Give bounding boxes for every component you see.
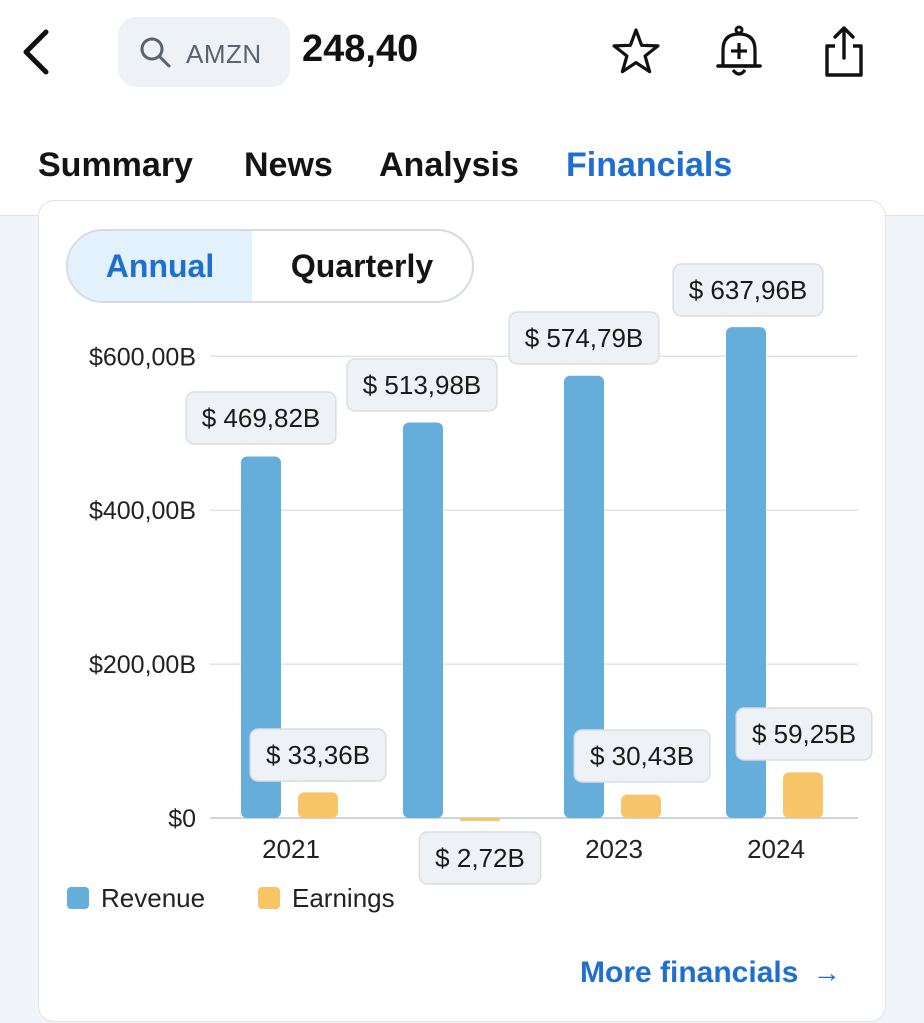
x-tick-label: 2021 <box>262 834 320 864</box>
earnings-bar <box>621 794 661 818</box>
data-label-box <box>735 707 873 761</box>
period-toggle: Annual Quarterly <box>66 229 474 303</box>
add-alert-icon[interactable] <box>713 24 765 80</box>
y-tick-label: $200,00B <box>89 651 196 679</box>
legend-earnings: Earnings <box>258 881 395 915</box>
data-label-box <box>508 311 660 365</box>
data-label: $ 2,72B <box>435 843 525 873</box>
more-financials-label: More financials <box>580 956 799 989</box>
data-label: $ 33,36B <box>266 740 370 770</box>
top-bar: AMZN 248,40 Summary News Analysis Financ… <box>0 0 924 216</box>
x-tick-label: 2023 <box>585 834 643 864</box>
legend-revenue-label: Revenue <box>101 882 206 913</box>
earnings-bar <box>298 792 338 818</box>
search-icon <box>140 37 171 68</box>
y-tick-label: $0 <box>168 805 196 833</box>
tab-bar: Summary News Analysis Financials <box>0 140 924 215</box>
revenue-bar <box>726 327 766 818</box>
data-label-box <box>185 391 337 445</box>
revenue-bar <box>403 422 443 818</box>
data-label: $ 574,79B <box>525 323 644 353</box>
stock-price: 248,40 <box>302 28 419 70</box>
annual-option[interactable]: Annual <box>68 231 252 301</box>
revenue-bar <box>241 456 281 818</box>
data-label: $ 513,98B <box>363 370 482 400</box>
legend-revenue: Revenue <box>67 881 205 915</box>
tab-financials[interactable]: Financials <box>566 146 733 184</box>
search-box[interactable]: AMZN <box>118 17 290 87</box>
star-icon[interactable] <box>610 24 662 80</box>
legend-earnings-label: Earnings <box>292 882 395 913</box>
tab-analysis[interactable]: Analysis <box>379 146 519 184</box>
y-tick-label: $400,00B <box>89 497 196 525</box>
earnings-bar <box>783 772 823 818</box>
revenue-bar <box>564 375 604 818</box>
tab-summary[interactable]: Summary <box>38 146 193 184</box>
x-tick-label: 2024 <box>747 834 805 864</box>
data-label-box <box>672 263 824 317</box>
data-label-box <box>346 358 498 412</box>
earnings-bar <box>460 818 500 821</box>
legend-revenue-swatch <box>67 887 89 909</box>
more-financials-link[interactable]: More financials → <box>580 956 841 990</box>
data-label-box <box>418 831 542 885</box>
data-label: $ 30,43B <box>590 741 694 771</box>
back-icon[interactable] <box>18 26 58 78</box>
data-label-box <box>249 728 387 782</box>
quarterly-option[interactable]: Quarterly <box>290 248 434 284</box>
legend-earnings-swatch <box>258 887 280 909</box>
arrow-right-icon: → <box>812 957 841 988</box>
data-label: $ 59,25B <box>752 719 856 749</box>
data-label: $ 637,96B <box>689 275 808 305</box>
tab-news[interactable]: News <box>244 146 333 184</box>
y-tick-label: $600,00B <box>89 343 196 371</box>
share-icon[interactable] <box>818 24 870 80</box>
search-ticker: AMZN <box>186 39 262 69</box>
data-label-box <box>573 729 711 783</box>
data-label: $ 469,82B <box>202 403 321 433</box>
